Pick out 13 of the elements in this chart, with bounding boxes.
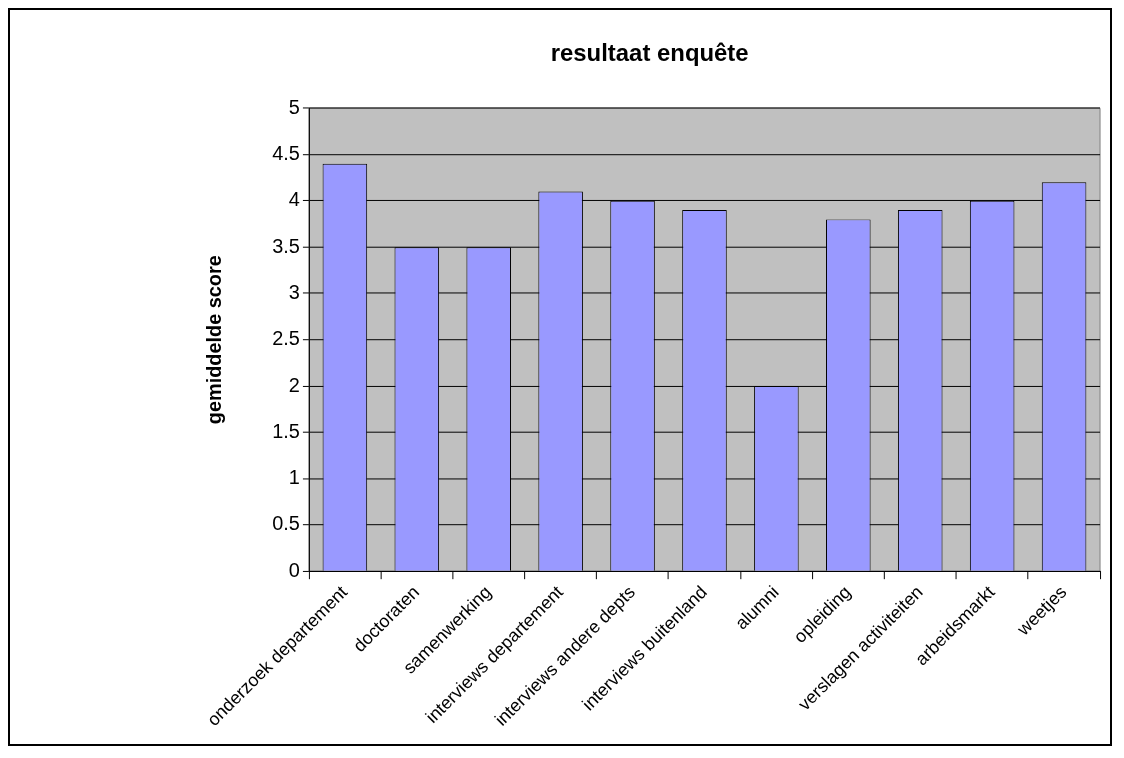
- chart-title: resultaat enquête: [550, 38, 749, 66]
- y-tick-label: 4.5: [272, 142, 300, 165]
- y-tick-label: 3: [288, 280, 300, 303]
- y-tick-label: 0.5: [272, 512, 300, 535]
- y-tick-label: 2.5: [272, 327, 300, 350]
- y-tick-label: 1.5: [272, 419, 300, 442]
- y-axis-title: gemiddelde score: [202, 255, 225, 425]
- y-tick-label: 5: [288, 95, 300, 118]
- y-tick-label: 0: [288, 558, 300, 581]
- y-tick-label: 2: [288, 373, 300, 396]
- y-tick-label: 1: [288, 466, 300, 489]
- y-tick-label: 4: [288, 188, 300, 211]
- y-tick-label: 3.5: [272, 234, 300, 257]
